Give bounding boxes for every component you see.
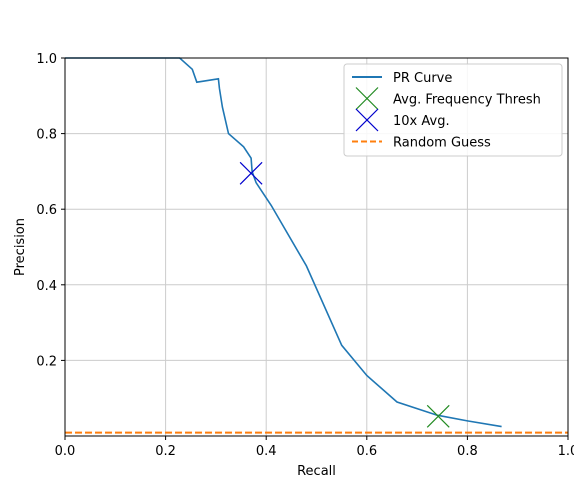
x-tick-label: 0.4 [256,444,277,459]
x-tick-label: 1.0 [558,444,574,459]
10x-avg-marker [239,161,263,185]
legend-avg-frequency-thresh-swatch [355,87,379,110]
series-layer [65,57,568,434]
plot-frame [64,57,569,437]
x-tick-label: 0.2 [155,444,176,459]
y-axis-label: Precision [13,218,28,276]
ticks: 0.0 0.2 0.4 0.6 0.8 1.0 0.2 0.4 0.6 0.8 1.0 [36,52,574,459]
legend-10x-avg-swatch [355,108,379,132]
legend-random-guess-label: Random Guess [393,136,491,151]
legend-box [343,63,563,157]
y-tick-label: 0.2 [36,354,57,369]
avg-frequency-thresh-marker [426,404,450,428]
legend-10x-avg-label: 10x Avg. [393,114,450,129]
y-tick-label: 0.4 [36,279,57,294]
legend: PR Curve Avg. Frequency Thresh 10x Avg. Ran… [343,63,563,157]
x-tick-label: 0.0 [55,444,76,459]
legend-pr-curve-label: PR Curve [393,71,452,86]
x-tick-label: 0.8 [457,444,478,459]
y-tick-label: 0.8 [36,128,57,143]
y-tick-label: 0.6 [36,203,57,218]
pr-curve-line [65,57,502,428]
x-tick-label: 0.6 [356,444,377,459]
x-axis-label: Recall [297,464,336,479]
y-tick-label: 1.0 [36,52,57,67]
legend-avg-frequency-thresh-label: Avg. Frequency Thresh [393,93,541,108]
